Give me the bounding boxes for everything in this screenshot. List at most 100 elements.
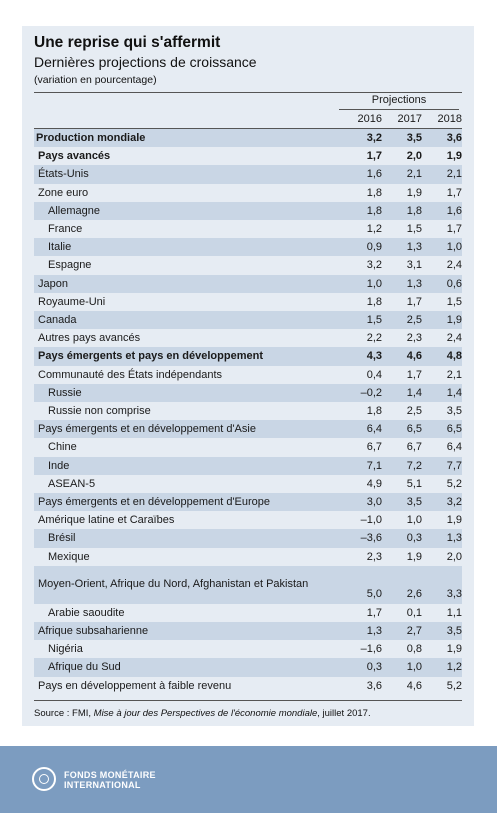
unit-note: (variation en pourcentage) (34, 74, 157, 86)
row-label: Zone euro (38, 186, 89, 199)
row-label: Afrique subsaharienne (34, 622, 342, 641)
row-label: France (48, 223, 83, 236)
row-value-2017: 1,4 (382, 383, 422, 403)
table-row: Pays avancés 1,7 2,0 1,9 (34, 147, 462, 165)
row-label: Inde (34, 456, 342, 475)
row-label: Production mondiale (34, 129, 342, 148)
row-label: Nigéria (48, 643, 83, 656)
table-row: Nigéria –1,6 0,8 1,9 (34, 640, 462, 658)
row-label: Amérique latine et Caraïbes (38, 514, 175, 527)
row-value-2018: 5,2 (446, 679, 462, 692)
row-value-2016: 2,2 (366, 332, 382, 345)
table-row: Communauté des États indépendants 0,4 1,7 2… (34, 366, 462, 384)
table-row: Chine 6,7 6,7 6,4 (34, 438, 462, 456)
table-row: Production mondiale 3,2 3,5 3,6 (34, 129, 462, 148)
row-label: Chine (48, 441, 77, 454)
row-value-2017: 7,2 (382, 456, 422, 475)
row-value-2016: 1,8 (366, 295, 382, 308)
row-value-2017: 1,5 (406, 223, 422, 236)
source-prefix: Source : FMI, (34, 708, 94, 719)
row-value-2016: 2,3 (366, 550, 382, 563)
row-value-2017: 4,6 (382, 347, 422, 366)
row-value-2018: 3,5 (446, 405, 462, 418)
row-value-2018: 1,9 (446, 514, 462, 527)
row-value-2018: 1,9 (446, 150, 462, 163)
source-publication: Mise à jour des Perspectives de l'économ… (93, 708, 318, 719)
table-row: Russie –0,2 1,4 1,4 (34, 383, 462, 403)
row-value-2018: 2,1 (446, 368, 462, 381)
row-value-2016: 1,0 (342, 274, 382, 293)
row-value-2018: 1,9 (422, 311, 462, 330)
table-row: Zone euro 1,8 1,9 1,7 (34, 184, 462, 202)
table-row: Brésil –3,6 0,3 1,3 (34, 529, 462, 548)
row-label: Japon (34, 274, 342, 293)
row-value-2016: 1,5 (342, 311, 382, 330)
row-value-2018: 3,6 (422, 129, 462, 148)
row-value-2016: 3,2 (366, 259, 382, 272)
row-label: Pays avancés (38, 150, 111, 163)
row-label: Autres pays avancés (38, 332, 141, 345)
row-label: Communauté des États indépendants (38, 368, 223, 381)
row-value-2016: 0,4 (366, 368, 382, 381)
table-row: Mexique 2,3 1,9 2,0 (34, 548, 462, 566)
row-label: Moyen-Orient, Afrique du Nord, Afghanist… (34, 565, 342, 604)
row-label: Pays émergents et en développement d'Asi… (34, 420, 342, 439)
table-row: Royaume-Uni 1,8 1,7 1,5 (34, 293, 462, 311)
table-row: France 1,2 1,5 1,7 (34, 220, 462, 238)
row-value-2018: 6,5 (422, 420, 462, 439)
row-value-2016: 1,6 (342, 165, 382, 184)
table-row: Afrique subsaharienne 1,3 2,7 3,5 (34, 622, 462, 641)
table-row: Amérique latine et Caraïbes –1,0 1,0 1,9 (34, 511, 462, 529)
row-value-2017: 1,3 (382, 274, 422, 293)
projections-header: Projections (371, 94, 427, 106)
page-subtitle: Dernières projections de croissance (34, 54, 257, 70)
row-value-2018: 2,4 (446, 259, 462, 272)
row-value-2016: 4,9 (366, 477, 382, 490)
row-value-2018: 1,6 (422, 201, 462, 221)
table-row: Allemagne 1,8 1,8 1,6 (34, 201, 462, 221)
row-value-2017: 0,1 (406, 606, 422, 619)
row-label: Pays émergents et pays en développement (34, 347, 342, 366)
row-value-2017: 1,0 (406, 514, 422, 527)
row-value-2016: 0,3 (342, 658, 382, 677)
row-value-2017: 0,3 (382, 529, 422, 548)
table-row: Pays émergents et en développement d'Asi… (34, 420, 462, 439)
row-value-2017: 1,9 (406, 550, 422, 563)
row-value-2017: 6,7 (406, 441, 422, 454)
row-value-2016: 1,3 (342, 622, 382, 641)
row-value-2016: 1,2 (366, 223, 382, 236)
year-header-2017: 2017 (397, 113, 422, 125)
row-label: Brésil (34, 529, 342, 548)
row-value-2018: 2,0 (446, 550, 462, 563)
table-row: Japon 1,0 1,3 0,6 (34, 274, 462, 293)
row-value-2016: 1,8 (366, 186, 382, 199)
row-value-2017: 3,5 (382, 493, 422, 512)
row-value-2016: 3,0 (342, 493, 382, 512)
row-value-2018: 1,2 (422, 658, 462, 677)
row-label: Espagne (48, 259, 92, 272)
row-value-2016: 1,7 (366, 150, 382, 163)
row-value-2016: 5,0 (342, 565, 382, 604)
row-value-2017: 1,7 (406, 295, 422, 308)
imf-brand: FONDS MONÉTAIRE INTERNATIONAL (64, 770, 156, 790)
row-value-2017: 3,1 (406, 259, 422, 272)
row-value-2017: 1,3 (382, 238, 422, 257)
row-value-2017: 2,7 (382, 622, 422, 641)
source-note: Source : FMI, Mise à jour des Perspectiv… (34, 708, 371, 719)
row-value-2017: 1,9 (406, 186, 422, 199)
row-value-2018: 4,8 (422, 347, 462, 366)
row-label: Afrique du Sud (34, 658, 342, 677)
row-value-2018: 7,7 (422, 456, 462, 475)
table-row: Canada 1,5 2,5 1,9 (34, 311, 462, 330)
row-value-2017: 1,8 (382, 201, 422, 221)
row-label: États-Unis (34, 165, 342, 184)
table-row: Pays émergents et pays en développement 4… (34, 347, 462, 366)
row-value-2016: –1,0 (360, 514, 382, 527)
row-label: Canada (34, 311, 342, 330)
row-value-2016: 1,8 (342, 201, 382, 221)
year-header-2016: 2016 (357, 113, 382, 125)
row-value-2017: 2,5 (382, 311, 422, 330)
row-value-2017: 3,5 (382, 129, 422, 148)
row-value-2018: 1,0 (422, 238, 462, 257)
row-value-2017: 2,0 (406, 150, 422, 163)
